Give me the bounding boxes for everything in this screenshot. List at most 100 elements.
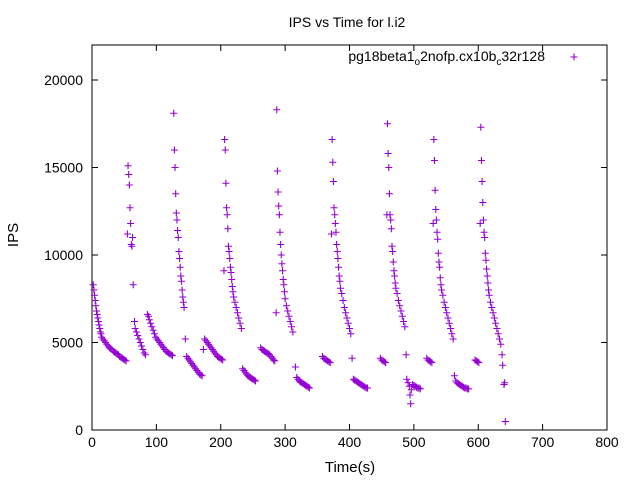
data-point <box>415 384 423 392</box>
data-point <box>304 383 312 391</box>
data-point <box>325 358 333 366</box>
data-point <box>494 330 502 338</box>
data-point <box>286 318 294 325</box>
data-point <box>91 291 99 299</box>
data-point <box>391 272 399 280</box>
data-point <box>432 206 440 213</box>
y-tick-label: 0 <box>75 422 83 438</box>
data-point <box>387 216 395 224</box>
data-point <box>334 255 342 262</box>
data-point <box>329 178 337 185</box>
data-point <box>333 248 341 255</box>
data-point <box>93 311 101 318</box>
data-point <box>338 290 346 297</box>
data-point <box>440 298 448 306</box>
data-point <box>427 358 435 366</box>
data-point <box>347 330 355 338</box>
x-tick-label: 400 <box>338 434 362 450</box>
data-point <box>477 123 485 131</box>
data-point <box>291 363 299 371</box>
data-point <box>220 267 228 275</box>
chart-title: IPS vs Time for l.i2 <box>289 14 406 30</box>
data-point <box>91 297 99 304</box>
data-point <box>126 204 134 212</box>
data-point <box>125 171 133 178</box>
data-point <box>199 346 207 353</box>
data-point <box>224 225 232 233</box>
data-point <box>498 351 506 359</box>
data-point <box>172 209 180 217</box>
data-point <box>344 319 352 327</box>
data-point <box>475 359 483 367</box>
data-point <box>497 340 505 348</box>
data-point <box>388 242 396 250</box>
y-tick-label: 10000 <box>44 247 83 263</box>
data-point <box>147 319 155 327</box>
data-point <box>483 265 491 273</box>
data-point <box>236 319 244 327</box>
data-point <box>235 314 243 322</box>
data-point <box>403 375 411 383</box>
data-point <box>134 332 142 339</box>
data-point <box>479 216 487 224</box>
data-point <box>272 309 280 317</box>
data-point <box>138 342 146 350</box>
data-point <box>481 234 489 241</box>
data-point <box>228 283 236 290</box>
data-point <box>179 298 187 306</box>
x-tick-label: 100 <box>145 434 169 450</box>
data-point <box>197 371 205 379</box>
data-point <box>227 269 235 276</box>
data-point <box>335 263 343 271</box>
data-point <box>407 400 415 408</box>
data-point <box>96 328 104 336</box>
data-point <box>168 352 176 360</box>
x-tick-label: 800 <box>595 434 619 450</box>
data-point <box>231 298 239 306</box>
data-point <box>181 335 189 343</box>
data-point <box>483 272 491 280</box>
data-point <box>431 186 439 194</box>
x-tick-label: 500 <box>402 434 426 450</box>
data-point <box>252 377 260 385</box>
data-point <box>385 164 393 171</box>
data-point <box>430 157 438 164</box>
data-point <box>230 293 238 301</box>
data-point <box>342 309 350 317</box>
data-point <box>432 216 440 224</box>
data-point <box>127 241 135 248</box>
data-point <box>229 288 237 296</box>
data-point <box>128 242 136 250</box>
data-point <box>450 372 458 380</box>
data-point <box>406 391 414 399</box>
data-point <box>129 234 137 241</box>
data-point <box>277 251 285 259</box>
data-point <box>330 204 338 212</box>
data-point <box>385 190 393 198</box>
data-point <box>221 146 229 154</box>
data-point <box>481 249 489 257</box>
data-point <box>389 248 397 255</box>
data-point <box>226 255 234 262</box>
data-point <box>396 302 404 310</box>
data-point <box>179 293 187 301</box>
data-point <box>416 385 424 393</box>
y-tick-label: 20000 <box>44 72 83 88</box>
data-point <box>233 309 241 317</box>
data-point <box>430 136 438 143</box>
x-tick-label: 200 <box>209 434 233 450</box>
data-point <box>167 351 175 359</box>
axis-ticks: 0 100 200 300 400 500 600 700 800 0 5000 10000 15000… <box>44 45 619 450</box>
data-point <box>340 304 348 311</box>
data-point <box>276 228 284 236</box>
data-point <box>217 355 225 363</box>
data-point <box>131 325 139 332</box>
data-point <box>177 277 185 285</box>
data-point <box>336 284 344 292</box>
legend-marker <box>570 53 578 61</box>
data-point <box>124 162 132 170</box>
data-point <box>493 325 501 332</box>
data-point <box>279 276 287 283</box>
data-point <box>327 230 335 238</box>
